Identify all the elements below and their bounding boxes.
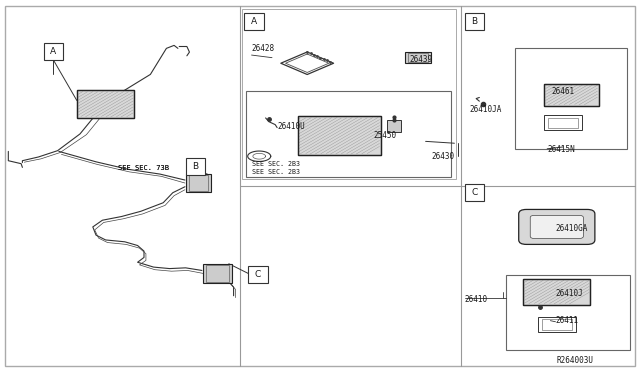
Text: C: C — [471, 188, 477, 197]
Text: A: A — [251, 17, 257, 26]
Text: 26461: 26461 — [552, 87, 575, 96]
Bar — [524, 279, 591, 305]
Bar — [515, 48, 627, 149]
Bar — [242, 9, 456, 179]
Text: 26430: 26430 — [431, 152, 454, 161]
Bar — [186, 158, 205, 175]
Bar — [189, 175, 208, 191]
Bar — [204, 264, 232, 283]
Text: 26411: 26411 — [556, 316, 579, 325]
Bar — [244, 13, 264, 30]
Bar — [77, 90, 134, 118]
Bar — [465, 184, 484, 201]
Bar — [506, 275, 630, 350]
Text: SEE SEC. 2B3: SEE SEC. 2B3 — [252, 169, 300, 175]
Text: A: A — [50, 46, 56, 56]
FancyBboxPatch shape — [519, 209, 595, 244]
Bar — [524, 279, 591, 305]
Text: 26410J: 26410J — [556, 289, 583, 298]
Text: 26410JA: 26410JA — [470, 105, 502, 114]
Bar — [248, 266, 268, 283]
Text: 26439: 26439 — [410, 55, 433, 64]
Text: 26415N: 26415N — [547, 145, 575, 154]
Text: SEE SEC. 73B: SEE SEC. 73B — [118, 165, 170, 171]
Text: SEE SEC. 73B: SEE SEC. 73B — [118, 165, 170, 171]
Bar — [298, 116, 381, 155]
Bar — [387, 120, 401, 132]
Bar — [298, 116, 381, 155]
Text: 25450: 25450 — [373, 131, 396, 140]
FancyBboxPatch shape — [530, 215, 584, 238]
Bar — [542, 319, 572, 330]
Bar — [186, 174, 211, 192]
Bar — [545, 84, 599, 106]
Bar — [408, 53, 428, 62]
Bar — [538, 317, 576, 332]
Text: 26410U: 26410U — [277, 122, 305, 131]
Bar — [246, 91, 451, 177]
Bar — [206, 265, 229, 282]
Text: 26428: 26428 — [252, 44, 275, 53]
Bar — [548, 118, 578, 128]
Text: 26410GA: 26410GA — [556, 224, 588, 233]
Text: SEE SEC. 2B3: SEE SEC. 2B3 — [252, 161, 300, 167]
Bar — [545, 84, 599, 106]
Text: R264003U: R264003U — [557, 356, 594, 365]
Text: B: B — [471, 17, 477, 26]
Bar — [44, 43, 63, 60]
Bar — [405, 52, 431, 63]
Bar — [465, 13, 484, 30]
Bar — [544, 115, 582, 130]
Text: B: B — [192, 162, 198, 171]
Text: 26410: 26410 — [465, 295, 488, 304]
Text: C: C — [255, 270, 261, 279]
Bar — [77, 90, 134, 118]
